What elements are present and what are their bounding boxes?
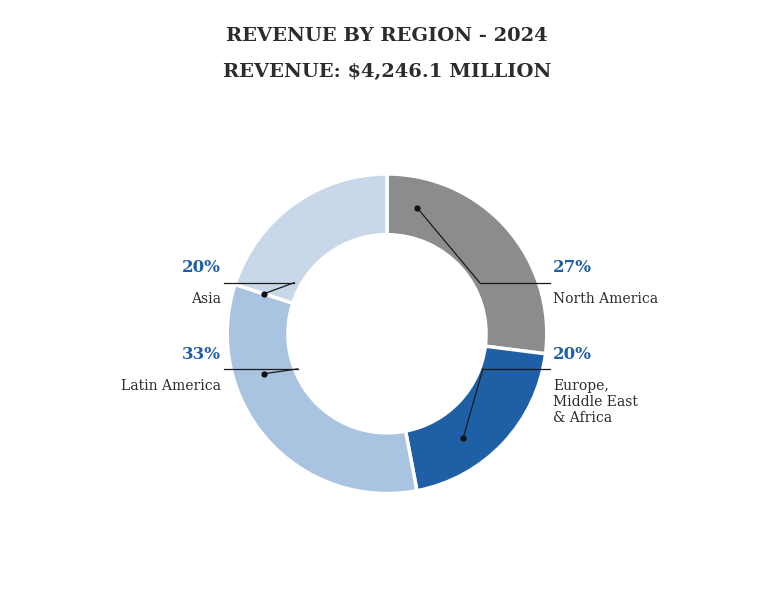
Text: Latin America: Latin America: [121, 378, 221, 393]
Text: North America: North America: [553, 292, 659, 306]
Wedge shape: [235, 174, 387, 303]
Wedge shape: [406, 346, 546, 491]
Text: 20%: 20%: [553, 346, 592, 362]
Text: Asia: Asia: [191, 292, 221, 306]
Text: 33%: 33%: [182, 346, 221, 362]
Text: 20%: 20%: [182, 259, 221, 276]
Text: 27%: 27%: [553, 259, 592, 276]
Wedge shape: [387, 174, 546, 354]
Text: Europe,
Middle East
& Africa: Europe, Middle East & Africa: [553, 378, 638, 425]
Text: REVENUE: $4,246.1 MILLION: REVENUE: $4,246.1 MILLION: [223, 63, 551, 80]
Text: REVENUE BY REGION - 2024: REVENUE BY REGION - 2024: [226, 27, 548, 45]
Wedge shape: [228, 284, 417, 493]
